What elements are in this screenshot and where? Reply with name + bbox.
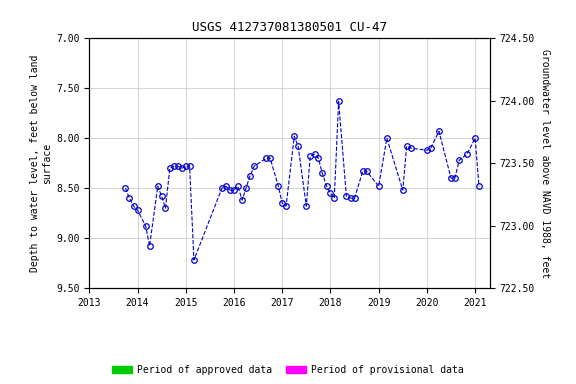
Y-axis label: Groundwater level above NAVD 1988, feet: Groundwater level above NAVD 1988, feet	[540, 49, 550, 278]
Y-axis label: Depth to water level, feet below land
surface: Depth to water level, feet below land su…	[31, 55, 52, 272]
Title: USGS 412737081380501 CU-47: USGS 412737081380501 CU-47	[192, 22, 387, 35]
Legend: Period of approved data, Period of provisional data: Period of approved data, Period of provi…	[109, 361, 467, 379]
